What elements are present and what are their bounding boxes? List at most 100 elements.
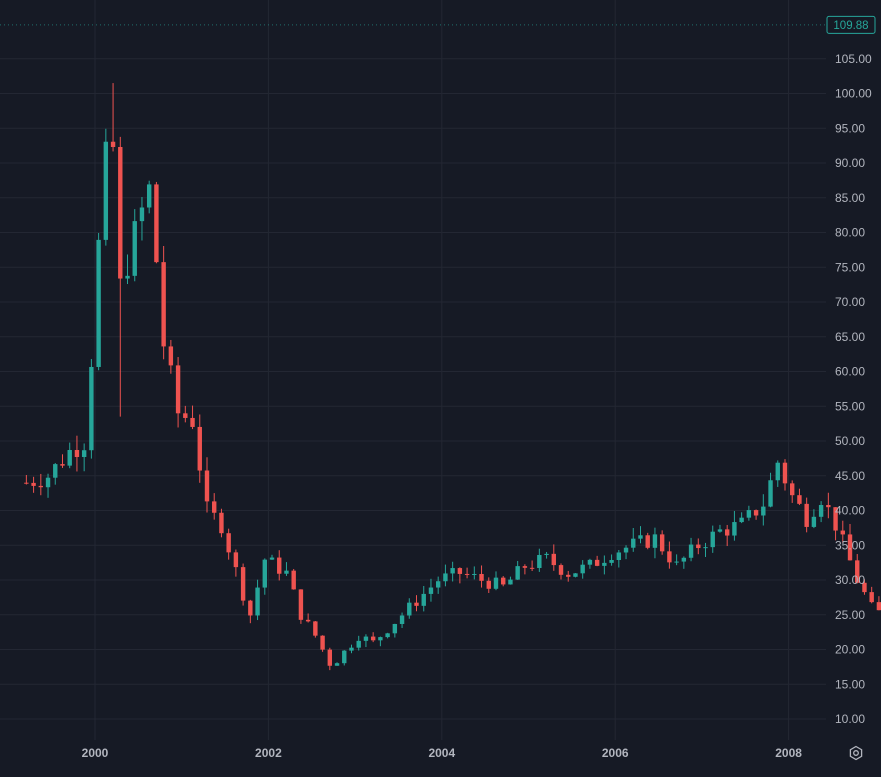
candle[interactable] [464, 567, 470, 579]
candle[interactable] [811, 509, 817, 529]
candle[interactable] [407, 598, 412, 619]
candle[interactable] [508, 576, 513, 585]
candle[interactable] [450, 561, 455, 582]
candle[interactable] [667, 541, 672, 569]
candle[interactable] [428, 578, 434, 602]
candle[interactable] [305, 613, 311, 623]
candle[interactable] [862, 579, 867, 595]
candle[interactable] [826, 492, 831, 519]
candle[interactable] [313, 621, 318, 638]
candle[interactable] [190, 405, 195, 430]
candle[interactable] [566, 570, 571, 582]
candle[interactable] [609, 554, 614, 566]
candle[interactable] [696, 538, 701, 555]
candle[interactable] [219, 508, 224, 538]
chart-settings-button[interactable] [845, 742, 867, 764]
candle[interactable] [103, 128, 109, 246]
candle[interactable] [790, 480, 795, 503]
candle[interactable] [833, 507, 838, 541]
candle[interactable] [522, 564, 528, 575]
candle[interactable] [674, 554, 679, 566]
candle[interactable] [342, 650, 347, 666]
candle[interactable] [768, 472, 773, 508]
candle[interactable] [392, 623, 398, 638]
candle[interactable] [53, 462, 58, 485]
candle[interactable] [89, 359, 94, 459]
candle[interactable] [659, 530, 665, 555]
candle[interactable] [602, 555, 607, 575]
candle[interactable] [804, 497, 809, 533]
candle[interactable] [248, 599, 253, 624]
candle[interactable] [197, 414, 202, 483]
candle[interactable] [681, 556, 687, 569]
candle[interactable] [739, 512, 744, 524]
candle[interactable] [501, 576, 506, 587]
price-axis[interactable]: 10.00 15.00 20.00 25.00 30.00 35.00 40.00 45.00… [835, 52, 872, 726]
candle[interactable] [645, 532, 650, 550]
candle[interactable] [363, 634, 369, 648]
candle[interactable] [110, 83, 116, 152]
candle[interactable] [269, 554, 275, 560]
candle[interactable] [81, 443, 87, 472]
candle[interactable] [616, 550, 622, 568]
candle[interactable] [717, 524, 723, 533]
candle[interactable] [421, 585, 426, 612]
candle[interactable] [399, 612, 405, 628]
candle[interactable] [183, 405, 188, 423]
candle[interactable] [240, 563, 246, 606]
candle[interactable] [96, 232, 101, 371]
candle[interactable] [414, 595, 419, 612]
candle[interactable] [385, 632, 390, 639]
candle[interactable] [724, 524, 730, 547]
candle[interactable] [291, 568, 296, 590]
candle[interactable] [327, 647, 333, 671]
candle[interactable] [457, 567, 463, 584]
candle[interactable] [847, 523, 853, 561]
candle[interactable] [472, 566, 477, 580]
candle[interactable] [38, 473, 44, 496]
candle[interactable] [775, 460, 780, 487]
candles[interactable] [24, 0, 881, 671]
candle[interactable] [233, 549, 239, 577]
candle[interactable] [688, 537, 694, 562]
candle[interactable] [732, 510, 737, 541]
candle[interactable] [529, 560, 535, 572]
candle[interactable] [204, 457, 210, 513]
candle[interactable] [587, 558, 593, 569]
candle[interactable] [45, 473, 51, 498]
candle[interactable] [551, 544, 556, 571]
candle[interactable] [855, 554, 860, 584]
candle[interactable] [869, 586, 874, 604]
candle[interactable] [118, 136, 123, 417]
candle[interactable] [493, 571, 499, 591]
candle[interactable] [168, 339, 174, 374]
time-axis[interactable]: 200020022004200620082010201220142016 [82, 746, 881, 760]
candle[interactable] [175, 357, 181, 428]
candle[interactable] [139, 196, 145, 241]
candle[interactable] [558, 563, 564, 580]
candle[interactable] [262, 558, 267, 595]
candle[interactable] [161, 246, 166, 360]
candle[interactable] [818, 501, 824, 523]
candle[interactable] [443, 564, 448, 587]
candle[interactable] [537, 548, 542, 572]
candle[interactable] [320, 635, 325, 652]
candle[interactable] [334, 662, 340, 666]
candle[interactable] [479, 565, 484, 588]
candle[interactable] [356, 635, 361, 651]
candle[interactable] [580, 560, 585, 579]
candle[interactable] [782, 459, 788, 491]
candle[interactable] [703, 542, 708, 557]
candle[interactable] [515, 560, 520, 580]
candle[interactable] [594, 555, 600, 567]
candle[interactable] [74, 435, 80, 472]
candle[interactable] [212, 493, 217, 520]
candle[interactable] [623, 545, 629, 560]
candle[interactable] [226, 528, 231, 560]
candle[interactable] [370, 632, 376, 643]
candle[interactable] [67, 442, 72, 469]
candle[interactable] [31, 476, 36, 493]
candle[interactable] [544, 551, 549, 559]
